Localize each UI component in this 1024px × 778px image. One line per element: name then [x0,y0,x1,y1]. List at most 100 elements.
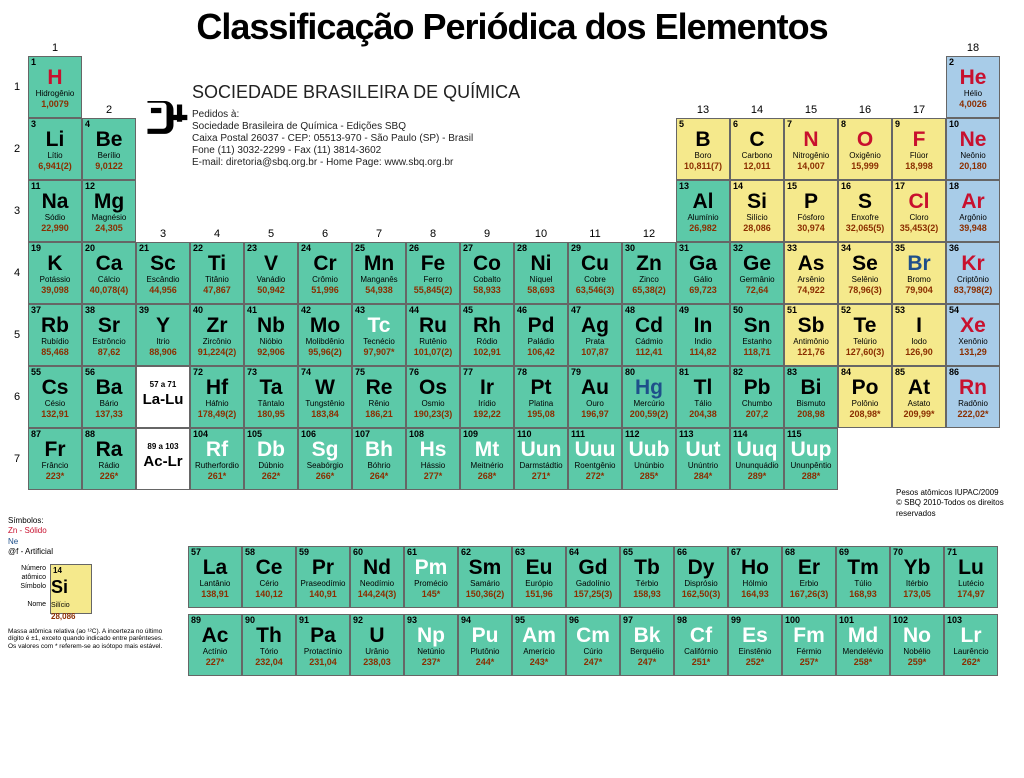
element-name: Ósmio [407,400,459,408]
element-name: Mercúrio [623,400,675,408]
element-symbol: N [785,129,837,150]
element-name: Tecnécio [353,338,405,346]
element-name: Cálcio [83,276,135,284]
atomic-mass: 102,91 [461,348,513,357]
atomic-mass: 35,453(2) [893,224,945,233]
atomic-mass: 259* [891,658,943,667]
element-name: Polônio [839,400,891,408]
element-name: Carbono [731,152,783,160]
atomic-mass: 208,98* [839,410,891,419]
element-name: Cobre [569,276,621,284]
element-symbol: Np [405,625,457,646]
atomic-mass: 204,38 [677,410,729,419]
element-name: Mendelévio [837,648,889,656]
element-cell-ag: 47AgPrata107,87 [568,304,622,366]
element-name: Ferro [407,276,459,284]
element-name: Zinco [623,276,675,284]
element-symbol: Co [461,253,513,274]
element-name: Titânio [191,276,243,284]
atomic-mass: 9,0122 [83,162,135,171]
element-cell-db: 105DbDúbnio262* [244,428,298,490]
atomic-mass: 131,29 [947,348,999,357]
element-name: Molibdênio [299,338,351,346]
element-symbol: Lr [945,625,997,646]
group-number: 16 [859,104,871,116]
element-cell-uuq: 114UuqUnunquádio289* [730,428,784,490]
element-name: Nobélio [891,648,943,656]
legend-artificial: @f - Artificial [8,547,168,557]
atomic-mass: 32,065(5) [839,224,891,233]
atomic-mass: 85,468 [29,348,81,357]
foot-line: © SBQ 2010-Todos os direitos reservados [896,498,1016,519]
element-cell-hs: 108HsHássio277* [406,428,460,490]
element-cell-se: 34SeSelênio78,96(3) [838,242,892,304]
element-name: Potássio [29,276,81,284]
atomic-mass: 164,93 [729,590,781,599]
atomic-mass: 58,693 [515,286,567,295]
element-cell-la: 57LaLantânio138,91 [188,546,242,608]
element-cell-i: 53IIodo126,90 [892,304,946,366]
element-name: Fósforo [785,214,837,222]
atomic-mass: 106,42 [515,348,567,357]
legend-ex-mass: 28,086 [51,612,91,622]
element-cell-sc: 21ScEscândio44,956 [136,242,190,304]
element-name: Frâncio [29,462,81,470]
element-symbol: Sm [459,557,511,578]
atomic-mass: 121,76 [785,348,837,357]
element-cell-in: 49InÍndio114,82 [676,304,730,366]
element-name: Níquel [515,276,567,284]
element-name: Criptônio [947,276,999,284]
atomic-mass: 88,906 [137,348,189,357]
element-name: Rutênio [407,338,459,346]
atomic-mass: 258* [837,658,889,667]
atomic-mass: 127,60(3) [839,348,891,357]
element-name: Neodímio [351,580,403,588]
element-cell-bh: 107BhBóhrio264* [352,428,406,490]
element-name: Bário [83,400,135,408]
element-name: Platina [515,400,567,408]
element-name: Alumínio [677,214,729,222]
period-number: 6 [14,391,20,403]
element-name: Seabórgio [299,462,351,470]
element-cell-hf: 72HfHáfnio178,49(2) [190,366,244,428]
element-symbol: Pr [297,557,349,578]
group-number: 12 [643,228,655,240]
element-name: Bismuto [785,400,837,408]
element-name: Xenônio [947,338,999,346]
element-cell-al: 13AlAlumínio26,982 [676,180,730,242]
element-symbol: Si [731,191,783,212]
org-name: SOCIEDADE BRASILEIRA DE QUÍMICA [192,82,712,103]
atomic-mass: 167,26(3) [783,590,835,599]
element-cell-pa: 91PaProtactínio231,04 [296,614,350,676]
group-number: 15 [805,104,817,116]
atomic-mass: 162,50(3) [675,590,727,599]
element-cell-o: 8OOxigênio15,999 [838,118,892,180]
element-symbol: Yb [891,557,943,578]
element-symbol: Uuq [731,439,783,460]
element-cell-mt: 109MtMeitnério268* [460,428,514,490]
element-name: Netúnio [405,648,457,656]
atomic-mass: 140,12 [243,590,295,599]
element-cell-at: 85AtAstato209,99* [892,366,946,428]
element-cell-c: 6CCarbono12,011 [730,118,784,180]
element-cell-zr: 40ZrZircônio91,224(2) [190,304,244,366]
element-cell-u: 92UUrânio238,03 [350,614,404,676]
element-cell-re: 75ReRênio186,21 [352,366,406,428]
atomic-mass: 238,03 [351,658,403,667]
atomic-mass: 20,180 [947,162,999,171]
element-symbol: Tm [837,557,889,578]
element-name: Lantânio [189,580,241,588]
element-name: Arsênio [785,276,837,284]
atomic-mass: 285* [623,472,675,481]
element-cell-pu: 94PuPlutônio244* [458,614,512,676]
atomic-mass: 257* [783,658,835,667]
element-symbol: Ca [83,253,135,274]
element-name: Boro [677,152,729,160]
atomic-mass: 118,71 [731,348,783,357]
period-number: 5 [14,329,20,341]
element-cell-ar: 18ArArgônio39,948 [946,180,1000,242]
element-symbol: B [677,129,729,150]
element-symbol: In [677,315,729,336]
atomic-mass: 223* [29,472,81,481]
atomic-mass: 74,922 [785,286,837,295]
